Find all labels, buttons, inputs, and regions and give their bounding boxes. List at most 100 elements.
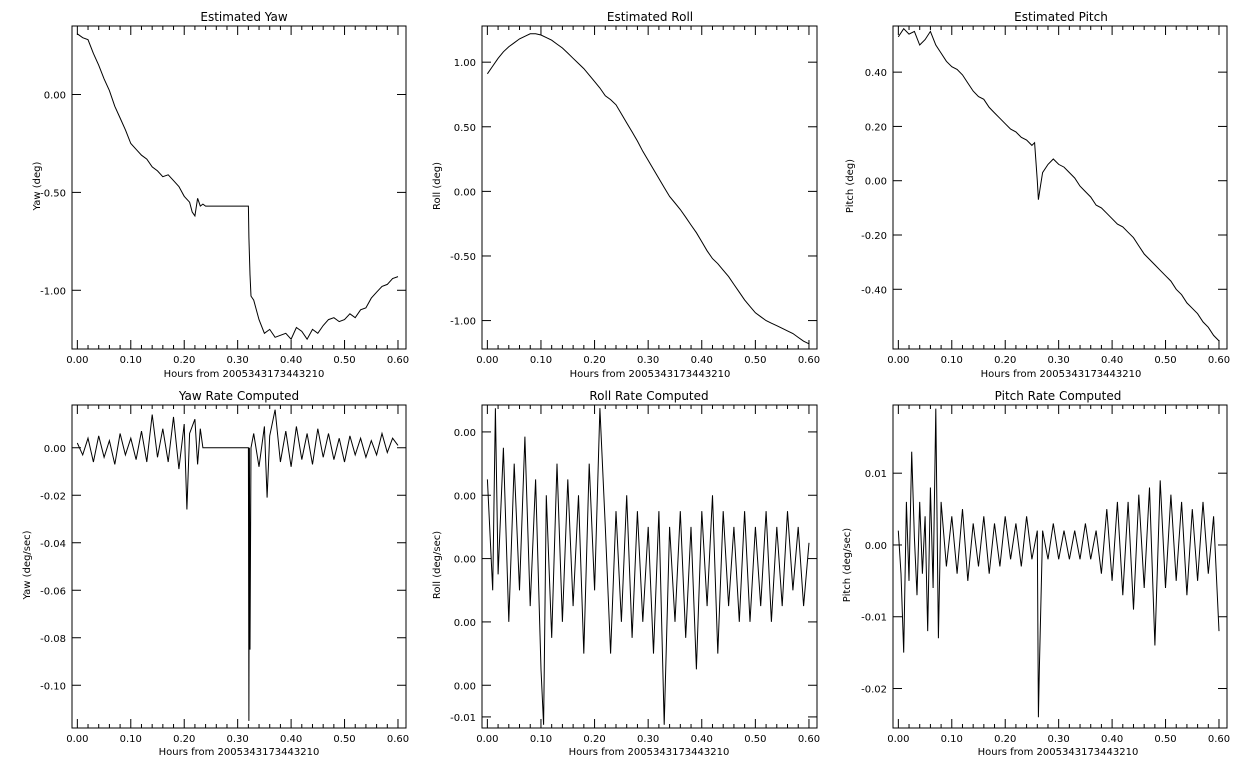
data-series-line <box>486 33 810 345</box>
y-tick-label: -1.00 <box>450 317 476 328</box>
y-tick-label: 0.00 <box>454 681 476 692</box>
x-axis-label: Hours from 2005343173443210 <box>981 369 1142 380</box>
x-tick-label: 0.00 <box>887 734 909 745</box>
x-tick-label: 0.10 <box>941 355 963 366</box>
y-tick-label: 0.20 <box>865 122 887 133</box>
y-axis-label: Roll (deg/sec) <box>432 531 443 599</box>
y-tick-label: 0.01 <box>865 469 887 480</box>
y-tick-label: -0.01 <box>450 713 476 724</box>
chart-title: Estimated Yaw <box>200 10 287 24</box>
y-tick-label: 0.00 <box>865 177 887 188</box>
data-series-line <box>897 408 1220 718</box>
y-tick-label: 0.00 <box>44 91 66 102</box>
x-tick-label: 0.30 <box>227 355 249 366</box>
chart-title: Pitch Rate Computed <box>995 389 1122 403</box>
x-tick-label: 0.50 <box>333 734 355 745</box>
x-tick-label: 0.00 <box>66 734 88 745</box>
x-axis-label: Hours from 2005343173443210 <box>978 747 1139 758</box>
x-tick-label: 0.00 <box>887 355 909 366</box>
x-tick-label: 0.20 <box>583 734 605 745</box>
x-tick-label: 0.60 <box>798 734 820 745</box>
x-tick-label: 0.00 <box>476 355 498 366</box>
y-axis-label: Roll (deg) <box>432 162 443 210</box>
x-tick-label: 0.00 <box>66 355 88 366</box>
panel-estimated-pitch: Estimated Pitch Hours from 2005343173443… <box>845 10 1230 380</box>
panel-yaw-rate: Yaw Rate Computed Hours from 20053431734… <box>22 389 409 758</box>
y-tick-label: 0.00 <box>454 187 476 198</box>
y-tick-label: 1.00 <box>454 58 476 69</box>
x-axis-label: Hours from 2005343173443210 <box>570 369 731 380</box>
x-tick-label: 0.30 <box>637 734 659 745</box>
x-tick-label: 0.20 <box>583 355 605 366</box>
y-tick-label: -0.08 <box>40 634 66 645</box>
data-series-line <box>77 33 399 341</box>
chart-title: Estimated Pitch <box>1014 10 1108 24</box>
chart-title: Yaw Rate Computed <box>178 389 299 403</box>
data-series-line <box>76 409 399 721</box>
x-tick-label: 0.30 <box>1048 734 1070 745</box>
y-tick-label: -0.06 <box>40 586 66 597</box>
x-tick-label: 0.60 <box>387 355 409 366</box>
x-tick-label: 0.50 <box>744 734 766 745</box>
x-tick-label: 0.20 <box>994 734 1016 745</box>
y-tick-label: 0.00 <box>865 541 887 552</box>
x-axis-label: Hours from 2005343173443210 <box>159 747 320 758</box>
x-tick-label: 0.60 <box>1208 734 1230 745</box>
y-tick-label: -0.02 <box>861 685 887 696</box>
panel-pitch-rate: Pitch Rate Computed Hours from 200534317… <box>842 389 1230 758</box>
y-tick-label: -0.02 <box>40 491 66 502</box>
x-tick-label: 0.50 <box>333 355 355 366</box>
y-tick-label: 0.00 <box>44 444 66 455</box>
y-tick-label: -0.01 <box>861 613 887 624</box>
y-axis-label: Yaw (deg) <box>32 161 43 211</box>
x-tick-label: 0.40 <box>1101 355 1123 366</box>
y-tick-label: -0.40 <box>861 285 887 296</box>
x-tick-label: 0.20 <box>994 355 1016 366</box>
x-tick-label: 0.40 <box>280 734 302 745</box>
chart-title: Estimated Roll <box>607 10 693 24</box>
x-tick-label: 0.10 <box>941 734 963 745</box>
plot-frame <box>71 25 407 350</box>
plot-frame <box>892 25 1228 350</box>
x-tick-label: 0.50 <box>1154 355 1176 366</box>
y-tick-label: -0.50 <box>40 188 66 199</box>
x-tick-label: 0.40 <box>1101 734 1123 745</box>
x-tick-label: 0.10 <box>530 355 552 366</box>
panel-estimated-roll: Estimated Roll Hours from 20053431734432… <box>432 10 820 380</box>
x-tick-label: 0.50 <box>744 355 766 366</box>
y-tick-label: 0.40 <box>865 68 887 79</box>
x-axis-label: Hours from 2005343173443210 <box>164 369 325 380</box>
y-axis-label: Pitch (deg) <box>845 159 856 213</box>
x-tick-label: 0.20 <box>173 355 195 366</box>
x-tick-label: 0.60 <box>798 355 820 366</box>
x-tick-label: 0.60 <box>1208 355 1230 366</box>
y-tick-label: 0.00 <box>454 555 476 566</box>
x-tick-label: 0.40 <box>280 355 302 366</box>
y-tick-label: -1.00 <box>40 286 66 297</box>
panel-roll-rate: Roll Rate Computed Hours from 2005343173… <box>432 389 820 758</box>
y-tick-label: -0.04 <box>40 539 66 550</box>
data-series-line <box>486 408 810 725</box>
y-tick-label: 0.00 <box>454 491 476 502</box>
plot-frame <box>892 404 1228 729</box>
x-tick-label: 0.10 <box>530 734 552 745</box>
x-tick-label: 0.40 <box>691 734 713 745</box>
x-tick-label: 0.20 <box>173 734 195 745</box>
x-tick-label: 0.30 <box>1048 355 1070 366</box>
y-axis-label: Yaw (deg/sec) <box>22 530 33 600</box>
x-tick-label: 0.40 <box>691 355 713 366</box>
plot-frame <box>481 404 818 729</box>
y-tick-label: -0.50 <box>450 252 476 263</box>
x-tick-label: 0.10 <box>120 734 142 745</box>
x-tick-label: 0.60 <box>387 734 409 745</box>
x-tick-label: 0.30 <box>227 734 249 745</box>
x-tick-label: 0.00 <box>476 734 498 745</box>
x-axis-label: Hours from 2005343173443210 <box>569 747 730 758</box>
plot-frame <box>481 25 818 350</box>
y-axis-label: Pitch (deg/sec) <box>842 528 853 603</box>
x-tick-label: 0.30 <box>637 355 659 366</box>
y-tick-label: 0.00 <box>454 428 476 439</box>
data-series-line <box>897 27 1220 342</box>
panel-estimated-yaw: Estimated Yaw Hours from 200534317344321… <box>32 10 409 380</box>
